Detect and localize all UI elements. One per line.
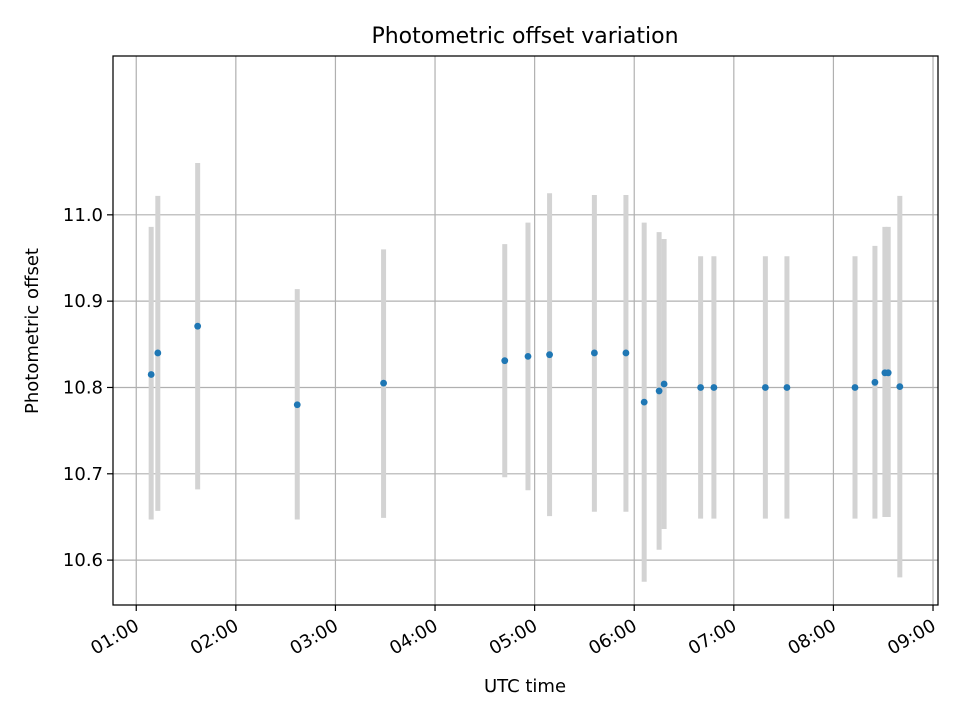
x-axis-label: UTC time [484, 676, 566, 697]
data-point [761, 384, 769, 391]
plot-frame [112, 55, 939, 606]
data-points [147, 322, 904, 409]
data-point [154, 349, 162, 357]
y-tick-label: 11.0 [63, 205, 103, 226]
data-point [293, 401, 301, 409]
data-point [896, 383, 904, 391]
chart-title: Photometric offset variation [371, 24, 678, 49]
data-point [640, 398, 648, 406]
data-point [710, 384, 718, 391]
y-axis-label: Photometric offset [22, 248, 43, 414]
y-tick-label: 10.8 [63, 377, 103, 398]
data-point [655, 387, 663, 395]
data-point [380, 379, 387, 387]
y-tick-label: 10.6 [63, 550, 103, 571]
data-point [884, 369, 892, 377]
data-point [501, 357, 509, 365]
data-point [590, 349, 598, 357]
data-point [546, 351, 553, 359]
data-point [524, 352, 532, 360]
y-axis-ticks: 10.6 10.7 10.8 10.9 11.0 [63, 205, 113, 571]
data-point [783, 384, 791, 391]
data-point [660, 380, 668, 388]
data-point [622, 349, 630, 357]
data-point [147, 371, 155, 378]
data-point [871, 378, 879, 386]
data-point [697, 384, 705, 391]
y-tick-label: 10.7 [63, 464, 103, 485]
data-point [851, 384, 859, 391]
y-tick-label: 10.9 [63, 291, 103, 312]
data-point [194, 322, 202, 330]
